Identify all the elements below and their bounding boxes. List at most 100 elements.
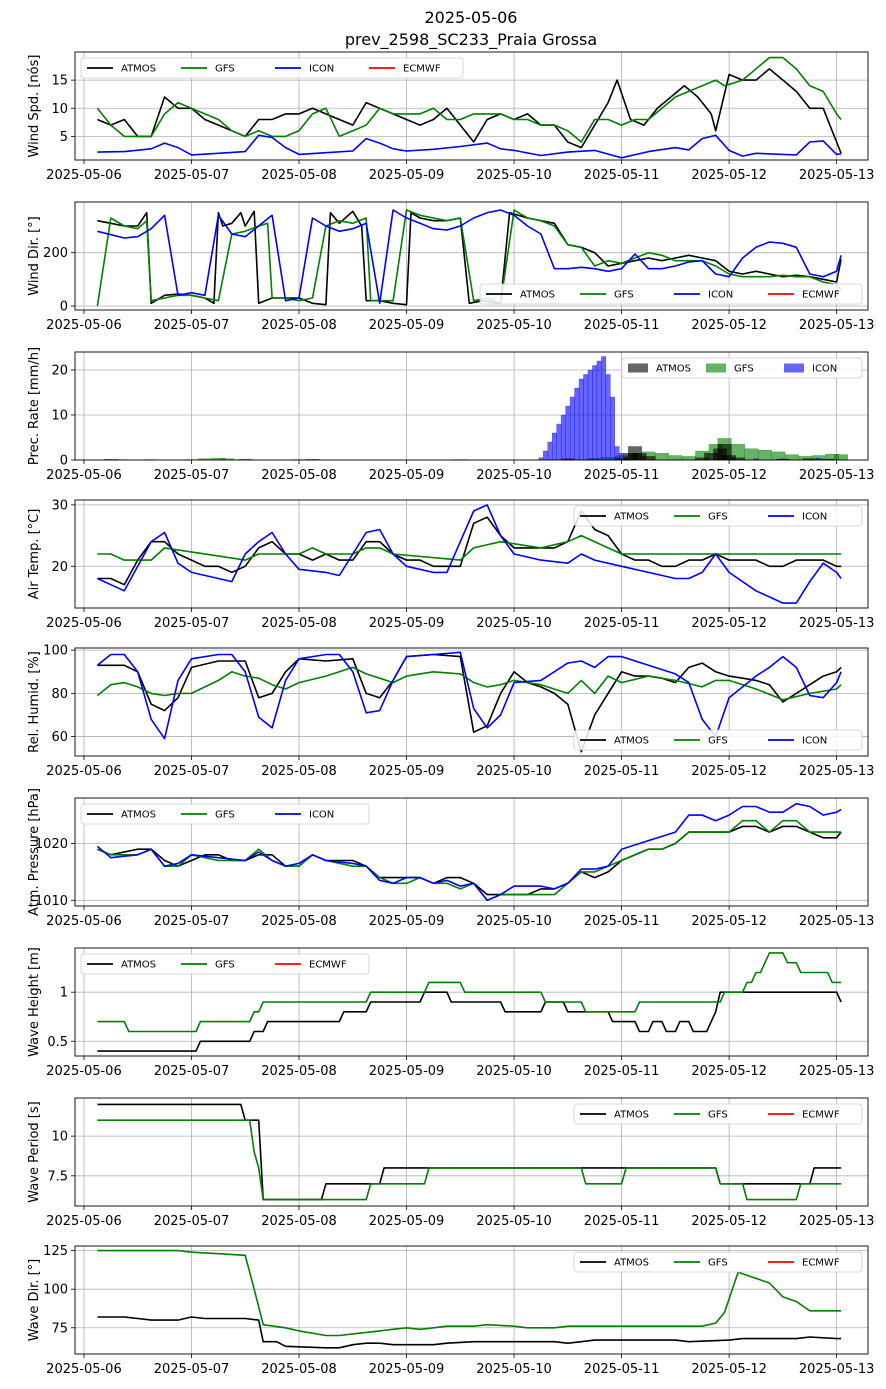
y-axis-label: Wind Spd. [nós] [27,55,42,158]
panel-5: 2025-05-06 2025-05-07 2025-05-08 2025-05-09… [27,644,874,779]
series-line-gfs [97,819,842,902]
axes-frame [74,499,869,609]
y-tick-label: 15 [51,74,68,89]
x-tick-label: 2025-05-08 [261,914,337,929]
legend-box [573,505,863,527]
x-tick-label: 2025-05-08 [261,1214,337,1229]
legend: ATMOS GFS ICON [573,505,863,527]
x-tick-label: 2025-05-13 [799,616,875,631]
y-tick-label: 20 [51,364,68,379]
x-tick-label: 2025-05-10 [476,168,552,183]
y-tick-label: 10 [51,1130,68,1145]
axes-frame [74,1097,869,1207]
plot-area [97,504,842,604]
x-tick-label: 2025-05-13 [799,764,875,779]
bar-icon [565,405,571,460]
legend-label-gfs: GFS [708,512,728,523]
x-tick-label: 2025-05-06 [46,764,122,779]
axes-frame [74,51,869,161]
panel-3: 2025-05-06 2025-05-07 2025-05-08 2025-05-09… [27,347,874,483]
series-line-gfs [97,1249,842,1337]
series-line-icon [97,504,842,604]
x-tick-label: 2025-05-06 [46,468,122,483]
x-tick-label: 2025-05-06 [46,1064,122,1079]
panel-4: 2025-05-06 2025-05-07 2025-05-08 2025-05-09… [27,498,874,631]
figure-title-station: prev_2598_SC233_Praia Grossa [345,30,597,50]
x-tick-label: 2025-05-12 [691,1362,767,1377]
legend-label-gfs: GFS [708,1258,728,1269]
bar-gfs [681,456,696,460]
bar-icon [560,414,566,460]
legend-label-ecmwf: ECMWF [802,290,840,301]
bar-icon [547,441,553,460]
y-axis-label: Wave Height [m] [27,947,42,1057]
x-tick-label: 2025-05-11 [584,616,660,631]
legend: ATMOS GFS ICON ECMWF [479,283,863,305]
y-tick-label: 10 [51,409,68,424]
series-line-gfs [96,209,842,307]
x-tick-label: 2025-05-11 [584,1064,660,1079]
legend-box [573,1251,863,1273]
bar-atmos [641,456,656,460]
panel-6: 2025-05-06 2025-05-07 2025-05-08 2025-05-09… [27,788,874,929]
y-tick-label: 60 [51,730,68,745]
legend-box [573,1103,863,1125]
series-line-atmos [97,1316,842,1349]
x-tick-label: 2025-05-07 [154,1214,230,1229]
plot-area [103,356,848,460]
series-line-icon [96,802,842,902]
y-tick-label: 125 [43,1244,68,1259]
bar-icon [551,432,557,460]
series-line-icon [97,134,842,159]
y-axis-label: Atm. Pressure [hPa] [27,788,42,916]
legend-label-atmos: ATMOS [614,736,649,747]
x-tick-label: 2025-05-11 [584,168,660,183]
legend-label-icon: ICON [812,364,837,375]
bar-icon [569,396,575,460]
x-tick-label: 2025-05-11 [584,764,660,779]
x-tick-label: 2025-05-12 [691,468,767,483]
bar-icon [605,374,611,460]
legend-label-atmos: ATMOS [614,512,649,523]
x-tick-label: 2025-05-13 [799,1214,875,1229]
x-tick-label: 2025-05-12 [691,616,767,631]
legend-label-gfs: GFS [614,290,634,301]
y-tick-label: 200 [43,246,68,261]
legend-swatch-atmos [628,363,648,373]
y-tick-label: 0.5 [47,1035,68,1050]
series-line-icon [97,209,842,305]
panels: 2025-05-06 2025-05-07 2025-05-08 2025-05-09… [27,51,875,1377]
y-tick-label: 30 [51,498,68,513]
legend: ATMOS GFS ICON [80,803,370,825]
legend-label-gfs: GFS [215,64,235,75]
y-axis-label: Wave Period [s] [27,1101,42,1202]
x-tick-label: 2025-05-13 [799,1362,875,1377]
legend-label-atmos: ATMOS [121,810,156,821]
y-axis-label: Rel. Humid. [%] [27,651,42,753]
series-line-gfs [97,1119,842,1201]
legend-label-ecmwf: ECMWF [309,960,347,971]
legend-label-icon: ICON [802,512,827,523]
x-tick-label: 2025-05-12 [691,168,767,183]
bar-icon [610,396,616,460]
bar-icon [614,446,620,460]
legend-label-atmos: ATMOS [520,290,555,301]
y-axis-label: Wind Dir. [°] [27,216,42,296]
bar-gfs [668,455,683,460]
x-tick-label: 2025-05-09 [369,764,445,779]
legend-box [80,57,464,79]
series-line-gfs [96,666,842,701]
x-tick-label: 2025-05-06 [46,1362,122,1377]
series-line-gfs [97,534,842,561]
legend-label-atmos: ATMOS [614,1258,649,1269]
series-line-atmos [97,68,842,154]
x-tick-label: 2025-05-13 [799,318,875,333]
x-tick-label: 2025-05-07 [154,468,230,483]
x-tick-label: 2025-05-11 [584,318,660,333]
legend-label-icon: ICON [802,736,827,747]
x-tick-label: 2025-05-10 [476,1064,552,1079]
legend: ATMOS GFS ICON ECMWF [80,57,464,79]
x-tick-label: 2025-05-12 [691,1214,767,1229]
y-tick-label: 75 [51,1321,68,1336]
x-tick-label: 2025-05-10 [476,1214,552,1229]
